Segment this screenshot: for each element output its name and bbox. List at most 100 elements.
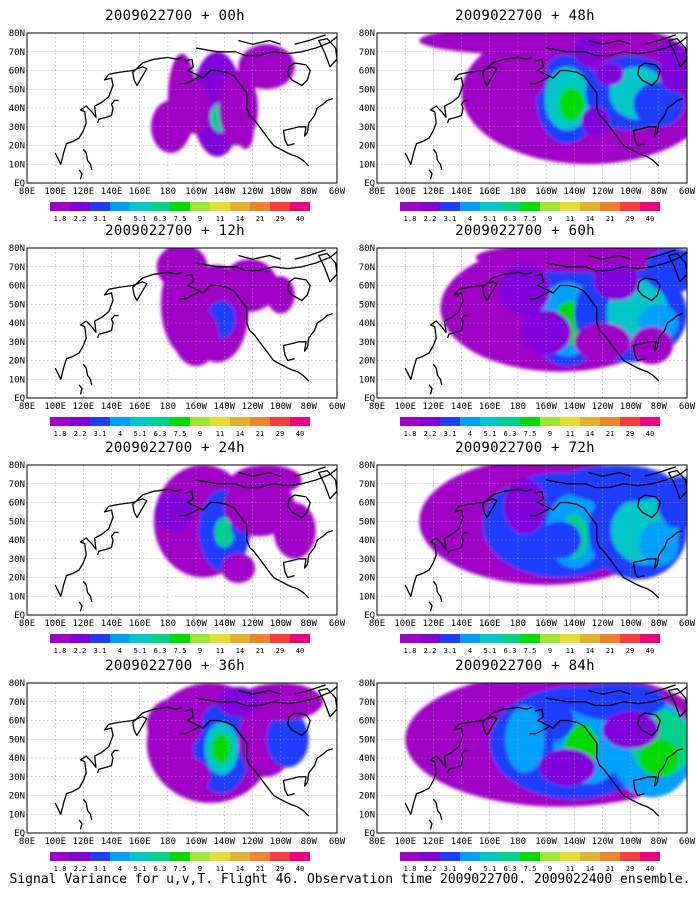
legend-label: 2.2 [424,647,437,655]
coastline [644,34,676,45]
longitude-label: 120W [592,402,614,412]
coastline [428,169,433,180]
latitude-label: EQ [364,611,375,621]
variance-region [236,111,254,150]
latitude-label: 10N [9,810,25,820]
latitude-label: 80N [359,461,375,471]
coastline [184,708,310,817]
legend-label: 40 [646,430,654,438]
latitude-label: 30N [359,773,375,783]
legend-swatch [170,852,190,861]
longitude-label: 80E [19,837,35,847]
legend-swatch [600,852,620,861]
coastline [287,494,311,519]
legend-swatch [620,417,640,426]
coastline [446,749,469,774]
legend-swatch [290,852,310,861]
coastline [184,273,310,382]
legend-label: 4 [118,430,122,438]
variance-region [217,686,260,717]
latitude-label: 20N [9,142,25,152]
legend-label: 11 [216,865,224,873]
legend-swatch [440,417,460,426]
latitude-label: 80N [359,29,375,39]
longitude-label: 60W [329,187,345,197]
coastline [644,684,676,695]
coastline [668,37,687,68]
longitude-label: 180 [510,187,526,197]
legend-swatch [290,417,310,426]
latitude-label: 70N [9,263,25,273]
legend-label: 6.3 [504,215,517,223]
legend-label: 6.3 [504,865,517,873]
latitude-label: 10N [9,375,25,385]
legend-label: 1.8 [404,865,417,873]
legend-label: 40 [296,647,304,655]
figure-caption: Signal Variance for u,v,T. Flight 46. Ob… [9,872,691,887]
longitude-label: 120W [592,619,614,629]
legend-swatch [420,852,440,861]
legend-swatch [620,852,640,861]
legend-label: 2.2 [74,865,87,873]
longitude-label: 160W [535,187,557,197]
longitude-label: 160E [479,187,501,197]
coastline [534,273,660,382]
legend-label: 2.2 [424,430,437,438]
latitude-label: 50N [9,517,25,527]
longitude-label: 120W [242,837,264,847]
legend-label: 40 [646,865,654,873]
coastline [432,580,443,603]
legend-swatch [230,852,250,861]
longitude-label: 140E [101,187,123,197]
legend-label: 14 [236,430,244,438]
longitude-label: 60W [679,402,695,412]
latitude-label: 70N [359,263,375,273]
variance-region [505,705,545,773]
legend-label: 40 [646,215,654,223]
color-legend: 1.8 2.2 3.1 4 5.1 6.3 7.5 9 11 14 21 29 40 [50,634,310,655]
latitude-label: 60N [9,717,25,727]
latitude-label: 30N [9,123,25,133]
variance-region [151,100,191,153]
legend-swatch [250,852,270,861]
legend-swatch [250,417,270,426]
latitude-label: 80N [9,29,25,39]
latitude-label: 50N [359,517,375,527]
variance-region [630,326,673,365]
legend-label: 3.1 [444,215,457,223]
longitude-label: 120E [73,619,95,629]
longitude-label: 100E [394,837,416,847]
legend-label: 1.8 [54,647,67,655]
coastline [179,725,201,735]
legend-swatch [560,202,580,211]
legend-swatch [580,202,600,211]
legend-swatch [600,634,620,643]
legend-label: 6.3 [154,647,167,655]
forecast-panel: 2009022700 + 00h EQ 10N 20N 30N 40N 50N 60N 70N 8… [5,8,345,226]
legend-swatch [460,634,480,643]
variance-region [567,683,666,721]
legend-swatch [520,852,540,861]
legend-label: 21 [606,430,614,438]
panel-title: 2009022700 + 60h [455,223,595,239]
longitude-label: 180 [160,402,176,412]
legend-label: 29 [276,430,284,438]
legend-label: 14 [586,865,594,873]
coastline [428,601,433,612]
forecast-panel: 2009022700 + 48h EQ 10N 20N 30N 40N 50N 60N 70N 8… [355,8,695,226]
longitude-label: 80W [651,837,668,847]
longitude-label: 100E [44,187,66,197]
legend-swatch [130,202,150,211]
longitude-label: 120E [73,837,95,847]
latitude-label: EQ [14,829,25,839]
variance-region [156,248,208,290]
variance-region [221,259,278,312]
coastline [446,99,469,124]
legend-swatch [500,417,520,426]
legend-label: 7.5 [174,647,187,655]
coastline [238,689,281,695]
latitude-label: 20N [359,357,375,367]
legend-swatch [580,634,600,643]
legend-label: 1.8 [404,215,417,223]
coastline [534,708,660,817]
